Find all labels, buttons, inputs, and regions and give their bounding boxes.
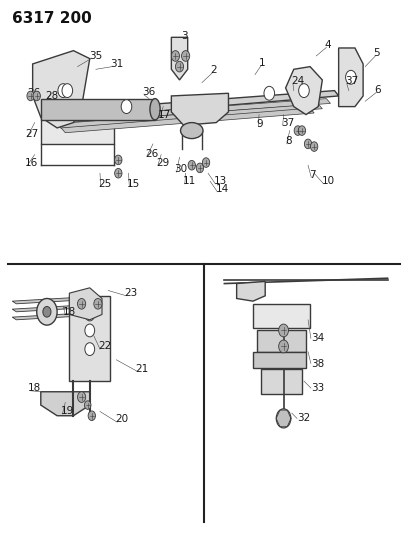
Polygon shape <box>69 288 102 320</box>
Polygon shape <box>61 108 314 133</box>
Polygon shape <box>171 37 188 80</box>
Circle shape <box>182 51 190 61</box>
Text: 20: 20 <box>115 415 128 424</box>
Circle shape <box>85 324 95 337</box>
Text: 36: 36 <box>142 87 155 97</box>
Text: 18: 18 <box>28 383 41 393</box>
Circle shape <box>175 61 184 72</box>
Polygon shape <box>339 48 363 107</box>
Circle shape <box>115 155 122 165</box>
Polygon shape <box>41 392 90 416</box>
Circle shape <box>264 86 275 100</box>
Text: 22: 22 <box>98 342 111 351</box>
Circle shape <box>84 401 91 409</box>
Bar <box>41 112 114 144</box>
Polygon shape <box>33 51 90 128</box>
Text: 24: 24 <box>291 76 304 86</box>
Text: 8: 8 <box>285 136 291 146</box>
Text: 28: 28 <box>46 91 59 101</box>
Circle shape <box>62 84 73 98</box>
Circle shape <box>78 298 86 309</box>
Circle shape <box>85 308 95 321</box>
Circle shape <box>188 160 195 170</box>
Circle shape <box>37 298 57 325</box>
Circle shape <box>27 91 34 101</box>
Circle shape <box>310 142 318 151</box>
Bar <box>257 330 306 352</box>
Text: 35: 35 <box>89 51 102 61</box>
Polygon shape <box>49 91 339 120</box>
Text: 21: 21 <box>135 364 149 374</box>
Circle shape <box>298 126 306 135</box>
Polygon shape <box>12 297 90 304</box>
Bar <box>69 296 110 381</box>
Text: 26: 26 <box>145 149 158 158</box>
Circle shape <box>304 139 312 149</box>
Text: 38: 38 <box>311 359 324 368</box>
Circle shape <box>33 91 40 101</box>
Text: 31: 31 <box>110 59 123 69</box>
Ellipse shape <box>180 123 203 139</box>
Circle shape <box>196 163 204 173</box>
Polygon shape <box>57 104 322 128</box>
Text: 26: 26 <box>28 88 41 98</box>
Text: 17: 17 <box>158 110 171 119</box>
Circle shape <box>121 100 132 114</box>
Circle shape <box>115 168 122 178</box>
Text: 16: 16 <box>25 158 38 167</box>
Circle shape <box>294 126 302 135</box>
Polygon shape <box>286 67 322 115</box>
Circle shape <box>85 343 95 356</box>
Text: 6317 200: 6317 200 <box>12 11 92 26</box>
Text: 2: 2 <box>210 66 217 75</box>
Bar <box>261 369 302 394</box>
Text: 10: 10 <box>322 176 335 186</box>
Text: 25: 25 <box>99 179 112 189</box>
Circle shape <box>171 51 180 61</box>
Bar <box>253 304 310 328</box>
Polygon shape <box>41 99 155 120</box>
Circle shape <box>58 84 69 98</box>
Polygon shape <box>237 281 265 301</box>
Text: 32: 32 <box>297 414 310 423</box>
Text: 14: 14 <box>215 184 228 194</box>
Text: 23: 23 <box>124 288 137 298</box>
Text: 33: 33 <box>311 383 324 393</box>
Text: 4: 4 <box>324 40 331 50</box>
Polygon shape <box>12 313 90 320</box>
Text: 13: 13 <box>213 176 226 186</box>
Polygon shape <box>53 99 330 123</box>
Circle shape <box>43 306 51 317</box>
Text: 37: 37 <box>345 76 358 86</box>
Text: 3: 3 <box>182 31 188 41</box>
Text: 11: 11 <box>183 176 196 186</box>
Text: 30: 30 <box>175 165 188 174</box>
Circle shape <box>346 70 356 84</box>
Text: 15: 15 <box>127 179 140 189</box>
Circle shape <box>299 84 309 98</box>
Text: 34: 34 <box>311 334 324 343</box>
Circle shape <box>78 392 86 402</box>
Text: 18: 18 <box>63 307 76 317</box>
Circle shape <box>276 409 291 428</box>
Polygon shape <box>253 352 306 368</box>
Text: 7: 7 <box>309 170 316 180</box>
Text: 37: 37 <box>281 118 294 127</box>
Circle shape <box>279 324 288 337</box>
Text: 5: 5 <box>373 49 380 58</box>
Text: 6: 6 <box>375 85 381 94</box>
Text: 9: 9 <box>256 119 263 128</box>
Text: 1: 1 <box>259 58 266 68</box>
Polygon shape <box>171 93 228 125</box>
Circle shape <box>202 158 210 167</box>
Text: 29: 29 <box>156 158 169 167</box>
Text: 27: 27 <box>25 130 38 139</box>
Circle shape <box>94 298 102 309</box>
Text: 19: 19 <box>60 407 73 416</box>
Polygon shape <box>12 305 90 312</box>
Circle shape <box>88 411 95 421</box>
Circle shape <box>279 340 288 353</box>
Ellipse shape <box>150 99 160 120</box>
